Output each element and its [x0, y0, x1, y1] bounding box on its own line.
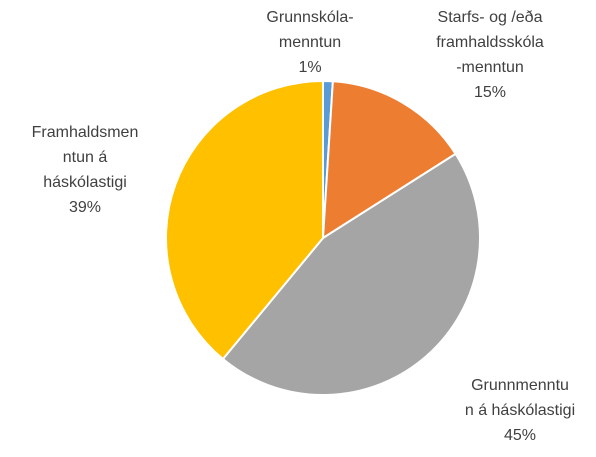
slice-label: ntun á: [63, 149, 108, 166]
slice-value-label: 45%: [504, 427, 536, 444]
slice-label: Grunnmenntu: [471, 377, 569, 394]
pie-slice: [165, 80, 324, 360]
slice-value-label: 15%: [474, 84, 506, 101]
slice-label: háskólastigi: [43, 174, 127, 191]
pie-slice: [322, 80, 457, 239]
slice-label: framhaldsskóla: [436, 34, 544, 51]
pie-slice: [221, 152, 481, 396]
slice-label: Framhaldsmen: [32, 124, 139, 141]
slice-label: Grunnskóla-: [266, 9, 353, 26]
slice-label: n á háskólastigi: [465, 402, 575, 419]
slice-label: -menntun: [456, 59, 524, 76]
slice-label: menntun: [279, 34, 341, 51]
slice-label: Starfs- og /eða: [438, 9, 543, 26]
slice-value-label: 1%: [298, 59, 321, 76]
slice-value-label: 39%: [69, 199, 101, 216]
